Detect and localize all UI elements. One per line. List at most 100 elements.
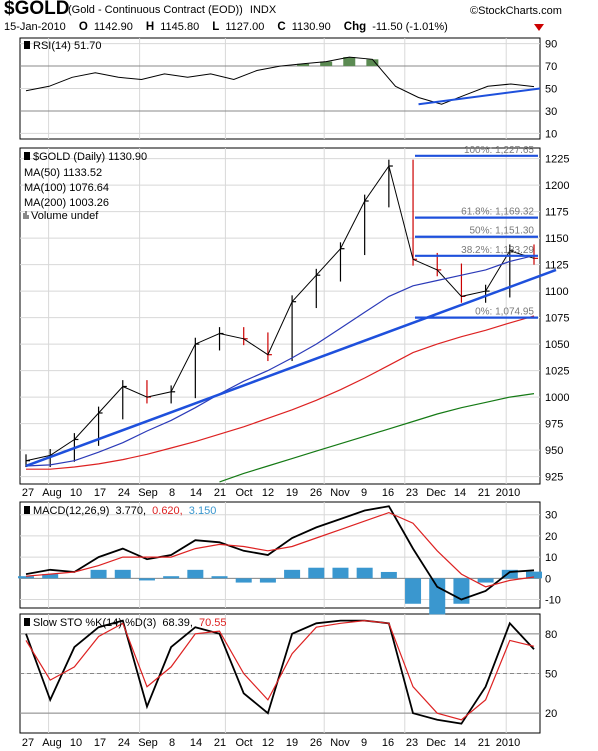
stockcharts-watermark: ©StockCharts.com xyxy=(470,5,562,17)
quote-close: 1130.90 xyxy=(292,21,331,33)
y-tick-label: 1000 xyxy=(545,392,569,404)
legend-ma50: MA(50) 1133.52 xyxy=(24,167,102,179)
rsi-legend: RSI(14) 51.70 xyxy=(24,40,101,52)
rsi-overbought-fill xyxy=(343,57,356,67)
y-tick-label: 1125 xyxy=(545,260,569,272)
y-tick-label: 1150 xyxy=(545,233,569,245)
macd-histogram-bar xyxy=(18,576,34,579)
x-tick-label: 21 xyxy=(214,487,226,499)
symbol-description: (Gold - Continuous Contract (EOD)) INDX xyxy=(68,4,277,16)
volume-bars-icon xyxy=(23,211,29,219)
y-tick-label: 1200 xyxy=(545,180,569,192)
legend-swatch-rsi xyxy=(24,41,30,49)
y-tick-label: 20 xyxy=(545,531,557,543)
macd-histogram-bar xyxy=(163,576,180,579)
price-panel xyxy=(19,147,541,485)
macd-histogram-bar xyxy=(235,578,252,583)
x-tick-label: 8 xyxy=(169,737,175,749)
symbol-title: $GOLD xyxy=(4,0,69,19)
macd-histogram-bar xyxy=(526,571,542,579)
y-tick-label: 1050 xyxy=(545,339,569,351)
macd-histogram-bar xyxy=(284,569,301,579)
x-tick-label: 26 xyxy=(310,737,322,749)
chart-header: $GOLD (Gold - Continuous Contract (EOD))… xyxy=(4,0,562,33)
rsi-overbought-fill xyxy=(366,59,379,67)
x-tick-label: 14 xyxy=(454,737,466,749)
x-tick-label: Oct xyxy=(235,737,252,749)
legend-swatch-sto xyxy=(24,618,30,626)
quote-high: 1145.80 xyxy=(160,21,199,33)
macd-histogram-bar xyxy=(42,574,59,579)
y-tick-label: 1025 xyxy=(545,366,569,378)
macd-histogram-bar xyxy=(308,567,325,579)
ma100-line xyxy=(26,315,535,470)
x-tick-label: 10 xyxy=(70,487,82,499)
macd-histogram-bar xyxy=(114,569,131,579)
x-tick-label: 10 xyxy=(70,737,82,749)
x-tick-label: 23 xyxy=(406,487,418,499)
price-legend: $GOLD (Daily) 1130.90 MA(50) 1133.52 MA(… xyxy=(23,151,147,222)
x-tick-label: Aug xyxy=(42,737,62,749)
x-tick-label: 26 xyxy=(310,487,322,499)
price-trendline xyxy=(25,268,557,468)
macd-line xyxy=(25,505,535,601)
macd-histogram-bar xyxy=(477,578,494,583)
macd-histogram-bar xyxy=(211,576,228,579)
y-tick-label: 50 xyxy=(545,669,557,681)
macd-histogram-bar xyxy=(187,569,204,579)
x-tick-label: 14 xyxy=(190,487,202,499)
legend-ma200: MA(200) 1003.26 xyxy=(24,197,109,209)
y-tick-label: 0 xyxy=(545,573,551,585)
axis-labels: 1030507090925950975100010251050107511001… xyxy=(22,39,570,749)
fibonacci-level-label: 50%: 1,151.30 xyxy=(470,226,535,237)
x-tick-label: 21 xyxy=(478,487,490,499)
x-tick-label: 14 xyxy=(454,487,466,499)
macd-histogram-bar xyxy=(405,578,422,604)
legend-volume: Volume undef xyxy=(31,210,99,222)
x-tick-label: Oct xyxy=(235,487,252,499)
rsi-title: RSI(14) 51.70 xyxy=(33,40,101,52)
x-tick-label: 27 xyxy=(22,487,34,499)
y-tick-label: 90 xyxy=(545,39,557,51)
y-tick-label: 925 xyxy=(545,472,563,484)
y-tick-label: 30 xyxy=(545,106,557,118)
rsi-overbought-fill xyxy=(320,61,333,67)
x-tick-label: 16 xyxy=(382,487,394,499)
x-tick-label: 9 xyxy=(361,487,367,499)
ma200-line xyxy=(219,393,535,483)
exchange-label: INDX xyxy=(250,4,277,16)
x-tick-label: Dec xyxy=(426,487,446,499)
x-tick-label: 9 xyxy=(361,737,367,749)
y-tick-label: 10 xyxy=(545,128,557,140)
quote-low: 1127.00 xyxy=(225,21,264,33)
macd-series xyxy=(18,505,542,615)
sto-d-line xyxy=(25,619,535,721)
y-tick-label: -10 xyxy=(545,595,561,607)
quote-date: 15-Jan-2010 xyxy=(4,21,66,33)
rsi-series xyxy=(25,56,541,106)
price-title: $GOLD (Daily) 1130.90 xyxy=(33,151,147,163)
quote-change: -11.50 (-1.01%) xyxy=(372,21,448,33)
legend-swatch-price xyxy=(24,152,30,160)
x-tick-label: 8 xyxy=(169,487,175,499)
fibonacci-level-label: 61.8%: 1,169.32 xyxy=(461,207,534,218)
macd-histogram-bar xyxy=(356,567,373,579)
macd-histogram-bar xyxy=(259,578,276,583)
y-tick-label: 950 xyxy=(545,445,563,457)
x-tick-label: 17 xyxy=(94,487,106,499)
x-tick-label: 19 xyxy=(286,737,298,749)
y-tick-label: 70 xyxy=(545,61,557,73)
macd-legend: MACD(12,26,9) 3.770, 0.620, 3.150 xyxy=(24,505,216,517)
x-tick-label: Nov xyxy=(330,737,350,749)
x-tick-label: 12 xyxy=(262,487,274,499)
legend-ma100: MA(100) 1076.64 xyxy=(24,182,109,194)
y-tick-label: 50 xyxy=(545,84,557,96)
quote-line: 15-Jan-2010 O 1142.90 H 1145.80 L 1127.0… xyxy=(4,21,448,33)
x-tick-label: 21 xyxy=(478,737,490,749)
macd-histogram-bar xyxy=(429,578,446,615)
down-triangle-icon xyxy=(534,24,544,31)
fibonacci-level-label: 100%: 1,227.65 xyxy=(464,145,534,156)
macd-histogram-bar xyxy=(501,569,518,579)
y-tick-label: 10 xyxy=(545,552,557,564)
